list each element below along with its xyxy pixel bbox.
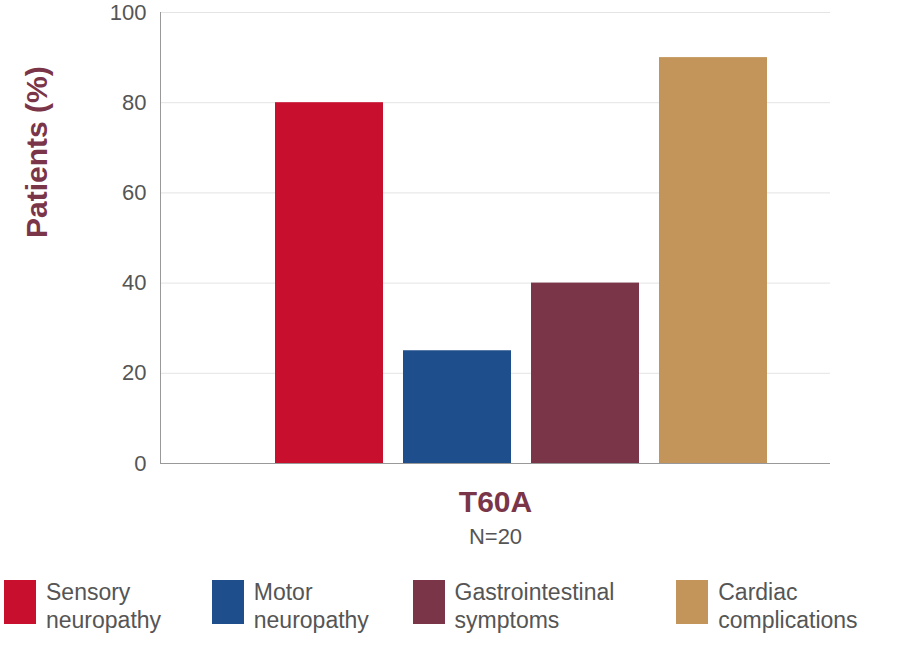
html-text:Gastrointestinal: Gastrointestinal (454, 579, 615, 605)
html-text:Cardiac: Cardiac (718, 579, 798, 605)
svg-text:N=20: N=20 (469, 524, 522, 549)
svg-text:80: 80 (122, 90, 146, 115)
html-text:complications: complications (718, 607, 858, 633)
html-text:neuropathy: neuropathy (46, 607, 162, 633)
html-text:neuropathy: neuropathy (253, 607, 369, 633)
svg-text:40: 40 (122, 270, 146, 295)
html-text:symptoms: symptoms (454, 607, 560, 633)
svg-text:0: 0 (134, 451, 146, 476)
svg-text:T60A: T60A (459, 485, 532, 518)
svg-text:20: 20 (122, 360, 146, 385)
svg-text:60: 60 (122, 180, 146, 205)
svg-text:Patients (%): Patients (%) (20, 66, 53, 238)
html-text:Motor: Motor (253, 579, 313, 605)
svg-text:100: 100 (110, 0, 147, 25)
html-text:Sensory: Sensory (46, 579, 131, 605)
